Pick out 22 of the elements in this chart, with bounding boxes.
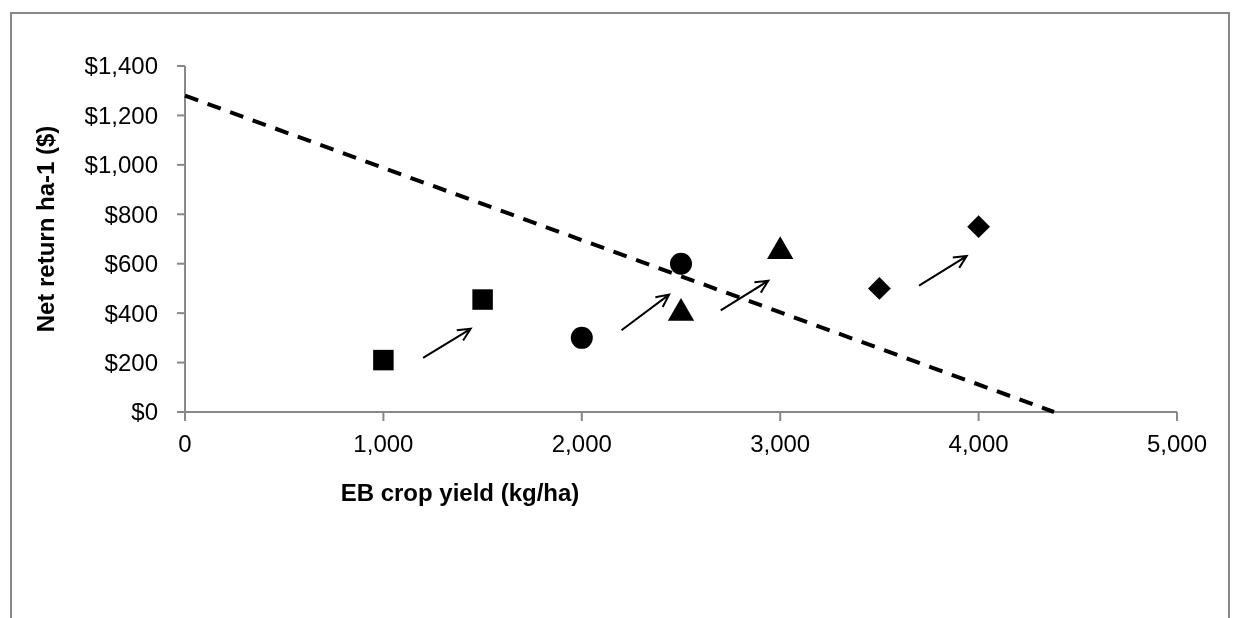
point — [472, 289, 493, 310]
y-axis-title: Net return ha-1 ($) — [32, 125, 59, 333]
x-axis-title: EB crop yield (kg/ha) — [340, 479, 580, 506]
x-tick-label: 0 — [178, 430, 192, 457]
y-tick-label: $800 — [104, 200, 158, 228]
x-tick-label: 5,000 — [1146, 430, 1208, 457]
y-tick-label: $1,200 — [84, 101, 158, 129]
x-tick-label: 2,000 — [551, 430, 612, 457]
y-tick-label: $400 — [104, 299, 158, 327]
y-tick-label: $1,000 — [84, 151, 158, 179]
y-tick-label: $1,400 — [84, 52, 158, 80]
point — [570, 326, 593, 349]
x-tick-label: 4,000 — [948, 430, 1009, 457]
y-tick-label: $200 — [104, 348, 158, 376]
point — [967, 215, 990, 239]
x-tick-label: 3,000 — [750, 430, 811, 457]
point — [868, 277, 891, 300]
x-tick-label: 1,000 — [353, 430, 414, 457]
point — [670, 252, 692, 275]
y-tick-label: $0 — [131, 398, 158, 426]
y-tick-label: $600 — [104, 250, 158, 278]
point — [373, 349, 394, 371]
